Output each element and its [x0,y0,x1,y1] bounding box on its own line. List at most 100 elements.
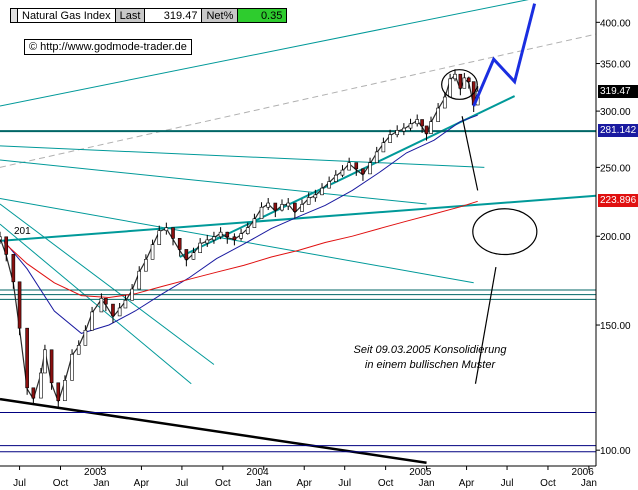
year-label: 2006 [572,467,595,478]
trendline [0,198,474,284]
price-candle [184,249,189,260]
trendline [0,33,597,168]
x-tick-label: Apr [459,478,475,489]
price-candle [466,77,471,82]
last-value: 319.47 [145,8,203,23]
price-candle [25,327,29,389]
price-candle [232,236,237,241]
x-tick-label: Jan [418,478,434,489]
y-tick-label: 400.00 [600,18,631,29]
price-candle [458,73,463,89]
x-tick-label: Jan [581,478,597,489]
price-candle [63,380,67,402]
price-candle [191,252,196,260]
y-tick-label: 250.00 [600,163,631,174]
price-candle [395,129,399,136]
price-candle [17,281,22,329]
price-candle [117,307,122,317]
price-candle [245,227,250,235]
x-tick-label: Jul [176,478,189,489]
x-tick-label: Jul [338,478,351,489]
x-tick-label: Jul [13,478,26,489]
marker-201-label: 201 [14,226,31,237]
price-candle [293,202,297,212]
callout-line [461,116,479,191]
horizontal-lines-layer [0,130,596,453]
trendline [0,397,427,465]
price-candle [381,142,386,153]
price-candle [415,119,420,125]
price-candle [273,202,278,211]
x-tick-label: Oct [215,478,231,489]
annotation-line-1: Seit 09.03.2005 Konsolidierung [353,344,507,356]
price-candle [300,204,304,212]
price-candle [90,311,94,331]
price-candle [448,78,452,98]
highlight-ellipse [472,208,538,256]
price-candle [70,353,74,381]
price-candle [340,169,345,176]
price-candle [424,125,429,134]
price-badge: 281.142 [598,124,638,138]
moving-average-line [3,114,478,334]
projection-path [472,3,537,107]
annotation-line-2: in einem bullischen Muster [364,359,496,371]
price-candle [43,349,47,374]
year-label: 2005 [409,467,432,478]
price-candle [420,119,424,127]
year-label: 2003 [84,467,107,478]
price-candle [205,239,210,244]
price-candle [4,236,9,255]
price-candle [11,254,16,283]
price-series-layer [0,69,480,408]
trendline [0,194,597,242]
x-tick-label: Oct [540,478,556,489]
projection-layer [472,3,537,107]
price-candle [347,162,351,171]
trendline [0,145,485,168]
trendline [0,0,529,107]
price-candle [239,233,243,239]
x-tick-label: Oct [53,478,69,489]
price-candle [99,298,104,313]
price-candle [462,77,467,89]
moving-averages-layer [3,114,478,334]
net-label: Net% [202,8,239,23]
price-candle [436,107,440,122]
price-candle [280,204,284,211]
price-candle [123,299,128,309]
price-candle [225,231,230,238]
highlight-ellipses-layer [441,69,538,384]
price-candle [164,227,169,231]
price-candle [402,127,406,132]
highlight-ellipse [441,69,478,100]
price-candle [327,181,331,189]
price-candle [252,218,257,228]
trendline [0,203,215,365]
price-candle [49,349,54,384]
price-candle [306,197,311,205]
price-candle [39,372,43,399]
price-candle [130,288,134,301]
trendline [0,159,427,205]
price-candle [150,244,155,260]
trendlines-layer [0,0,597,465]
x-tick-label: Apr [134,478,150,489]
x-tick-label: Oct [378,478,394,489]
price-candle [56,382,61,402]
moving-average-line [3,200,478,299]
net-value: 0.35 [238,8,288,23]
price-candle [83,329,88,346]
price-candle [266,202,271,208]
price-candle [453,73,457,80]
header-swatch [10,8,17,23]
price-candle [374,151,379,163]
y-tick-label: 200.00 [600,232,631,243]
price-candle [212,236,216,241]
price-candle [259,206,264,220]
price-candle [111,303,115,317]
price-candle [177,238,182,250]
quote-header: Natural Gas Index Last 319.47 Net% 0.35 [10,8,288,23]
price-candle [0,236,2,241]
